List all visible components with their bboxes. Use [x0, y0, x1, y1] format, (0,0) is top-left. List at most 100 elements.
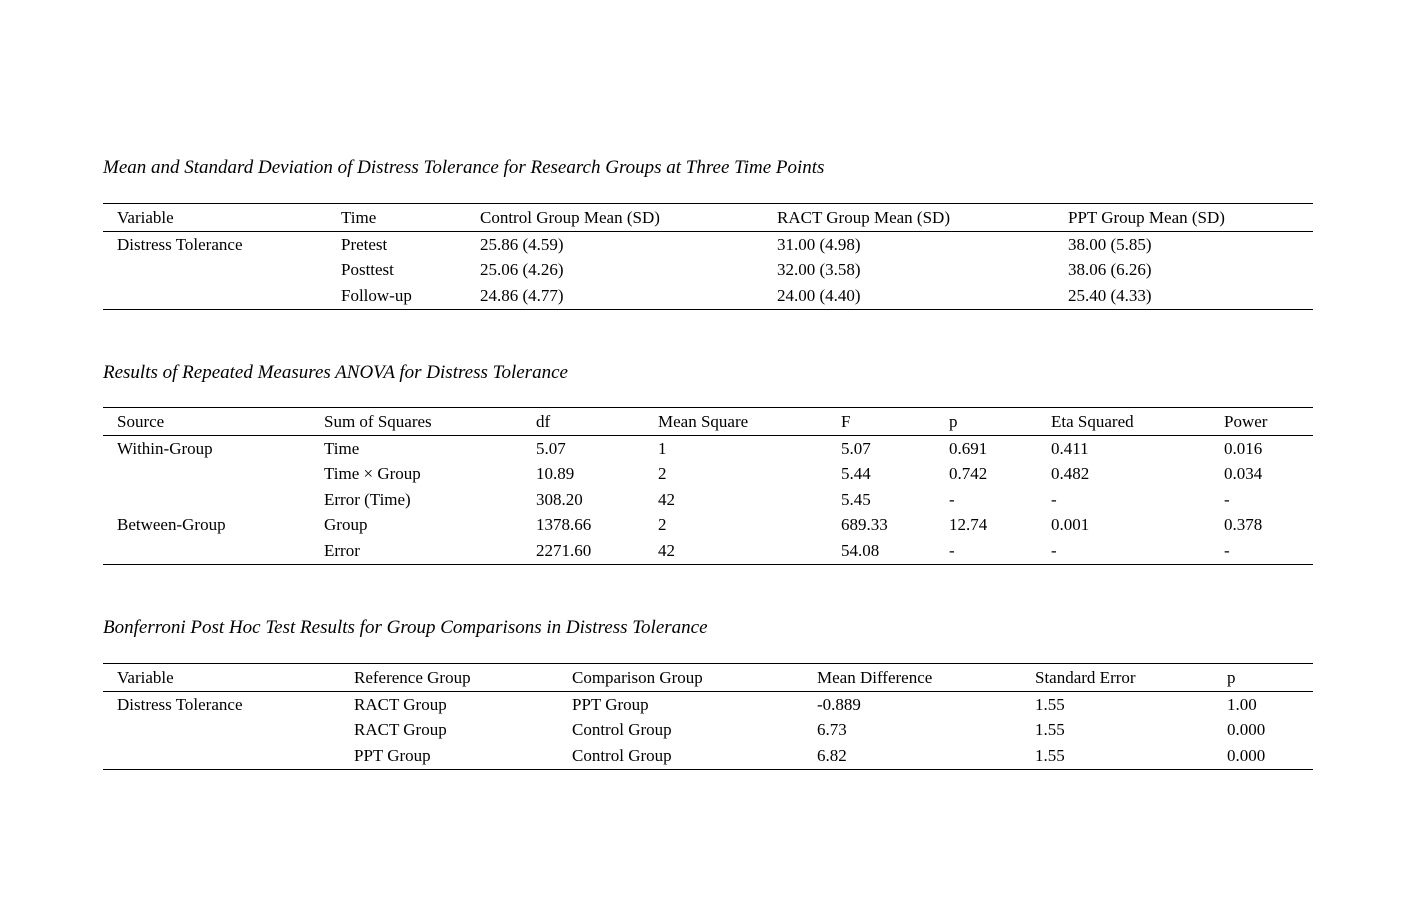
- cell: 25.86 (4.59): [480, 234, 564, 254]
- cell: 24.00 (4.40): [777, 285, 861, 305]
- cell: Control Group: [572, 720, 672, 740]
- column-header: Power: [1210, 407, 1313, 436]
- cell: Time × Group: [324, 464, 421, 484]
- cell: Distress Tolerance: [117, 234, 243, 254]
- column-header: Variable: [103, 203, 327, 232]
- column-header: p: [935, 407, 1037, 436]
- column-header: Variable: [103, 663, 340, 692]
- table-row: PPT Group Control Group 6.82 1.55 0.000: [103, 743, 1313, 769]
- cell: 0.000: [1227, 720, 1266, 740]
- cell: 5.07: [841, 438, 871, 458]
- cell: 0.016: [1224, 438, 1263, 458]
- cell: -: [1051, 489, 1057, 509]
- cell: 38.06 (6.26): [1068, 260, 1152, 280]
- cell: 0.000: [1227, 745, 1266, 765]
- cell: [103, 283, 327, 309]
- column-header: Source: [103, 407, 310, 436]
- cell: Posttest: [341, 260, 394, 280]
- header-row: Variable Time Control Group Mean (SD) RACT …: [103, 203, 1313, 232]
- cell: [103, 462, 310, 488]
- cell: 1.55: [1035, 745, 1065, 765]
- column-header: Reference Group: [340, 663, 558, 692]
- cell: 12.74: [949, 515, 988, 535]
- cell: [103, 258, 327, 284]
- cell: 2: [658, 515, 667, 535]
- table-row: Between-Group Group 1378.66 2 689.33 12.74 0.0…: [103, 513, 1313, 539]
- cell: 24.86 (4.77): [480, 285, 564, 305]
- cell: Group: [324, 515, 368, 535]
- column-header: p: [1213, 663, 1313, 692]
- cell: 1.55: [1035, 694, 1065, 714]
- cell: 0.034: [1224, 464, 1263, 484]
- header-row: Variable Reference Group Comparison Group M…: [103, 663, 1313, 692]
- table-row: Distress Tolerance RACT Group PPT Group -0.…: [103, 692, 1313, 718]
- cell: 42: [658, 489, 675, 509]
- cell: -: [1051, 540, 1057, 560]
- column-header: Sum of Squares: [310, 407, 522, 436]
- column-header: Standard Error: [1021, 663, 1213, 692]
- column-header: PPT Group Mean (SD): [1054, 203, 1313, 232]
- table-row: Within-Group Time 5.07 1 5.07 0.691 0.411 0.016: [103, 436, 1313, 462]
- cell: 689.33: [841, 515, 888, 535]
- means-sd-table: Variable Time Control Group Mean (SD) RACT …: [103, 203, 1313, 310]
- cell: 6.82: [817, 745, 847, 765]
- table-row: Distress Tolerance Pretest 25.86 (4.59) 31.…: [103, 232, 1313, 258]
- cell: 2: [658, 464, 667, 484]
- cell: 1.00: [1227, 694, 1257, 714]
- table-row: Time × Group 10.89 2 5.44 0.742 0.482 0.034: [103, 462, 1313, 488]
- cell: 0.691: [949, 438, 988, 458]
- cell: 1.55: [1035, 720, 1065, 740]
- cell: 5.07: [536, 438, 566, 458]
- cell: 6.73: [817, 720, 847, 740]
- column-header: Eta Squared: [1037, 407, 1210, 436]
- cell: 32.00 (3.58): [777, 260, 861, 280]
- cell: 54.08: [841, 540, 880, 560]
- column-header: Comparison Group: [558, 663, 803, 692]
- cell: -: [1224, 489, 1230, 509]
- cell: [103, 718, 340, 744]
- cell: Distress Tolerance: [117, 694, 243, 714]
- cell: [103, 487, 310, 513]
- cell: 1378.66: [536, 515, 592, 535]
- posthoc-results-table: Variable Reference Group Comparison Group M…: [103, 663, 1313, 770]
- cell: 42: [658, 540, 675, 560]
- column-header: df: [522, 407, 644, 436]
- cell: 25.40 (4.33): [1068, 285, 1152, 305]
- cell: 0.378: [1224, 515, 1263, 535]
- cell: Within-Group: [117, 438, 213, 458]
- cell: 10.89: [536, 464, 575, 484]
- cell: 0.411: [1051, 438, 1089, 458]
- table-row: Error 2271.60 42 54.08 - - -: [103, 538, 1313, 564]
- cell: [103, 538, 310, 564]
- cell: Pretest: [341, 234, 388, 254]
- table-row: Error (Time) 308.20 42 5.45 - - -: [103, 487, 1313, 513]
- cell: 1: [658, 438, 667, 458]
- table-row: Posttest 25.06 (4.26) 32.00 (3.58) 38.06 (6…: [103, 258, 1313, 284]
- cell: 0.482: [1051, 464, 1090, 484]
- cell: PPT Group: [572, 694, 649, 714]
- cell: 25.06 (4.26): [480, 260, 564, 280]
- cell: -: [1224, 540, 1230, 560]
- cell: [103, 743, 340, 769]
- column-header: RACT Group Mean (SD): [763, 203, 1054, 232]
- cell: Error: [324, 540, 360, 560]
- cell: RACT Group: [354, 720, 447, 740]
- cell: -0.889: [817, 694, 861, 714]
- table-row: RACT Group Control Group 6.73 1.55 0.000: [103, 718, 1313, 744]
- cell: PPT Group: [354, 745, 431, 765]
- cell: 0.001: [1051, 515, 1090, 535]
- cell: 5.44: [841, 464, 871, 484]
- cell: Error (Time): [324, 489, 411, 509]
- column-header: Control Group Mean (SD): [466, 203, 763, 232]
- table-2-title: Results of Repeated Measures ANOVA for D…: [103, 362, 568, 383]
- table-row: Follow-up 24.86 (4.77) 24.00 (4.40) 25.40 (…: [103, 283, 1313, 309]
- column-header: Time: [327, 203, 466, 232]
- column-header: Mean Difference: [803, 663, 1021, 692]
- cell: 31.00 (4.98): [777, 234, 861, 254]
- table-1-title: Mean and Standard Deviation of Distress …: [103, 157, 825, 178]
- cell: 38.00 (5.85): [1068, 234, 1152, 254]
- cell: 308.20: [536, 489, 583, 509]
- cell: -: [949, 540, 955, 560]
